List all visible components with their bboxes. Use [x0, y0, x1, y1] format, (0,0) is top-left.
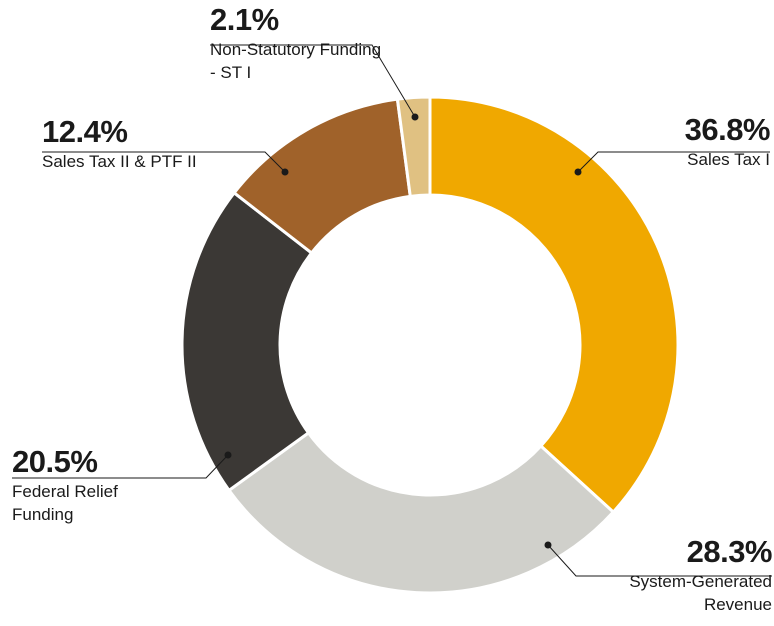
percent-label: 28.3% [686, 534, 773, 569]
donut-segment [428, 95, 680, 515]
category-label: Sales Tax I [687, 150, 770, 169]
donut-segment [395, 95, 432, 198]
leader-dot [544, 541, 552, 549]
leader-line [42, 151, 286, 173]
category-label: System-Generated Revenue [629, 572, 772, 614]
category-label: Federal Relief Funding [12, 482, 118, 524]
leader-line [12, 454, 229, 479]
category-label: Non-Statutory Funding - ST I [210, 40, 382, 82]
leader-dot [281, 168, 289, 176]
percent-label: 20.5% [12, 444, 98, 479]
category-label: Sales Tax II & PTF II [42, 152, 197, 171]
percent-label: 36.8% [684, 112, 771, 147]
segment-label: 20.5% Federal Relief Funding [12, 444, 137, 526]
segment-label: 36.8% Sales Tax I [550, 112, 771, 171]
leader-dot [224, 451, 232, 459]
donut-segment [180, 190, 314, 493]
leader-dot [411, 113, 419, 121]
leader-line [547, 544, 772, 577]
percent-label: 12.4% [42, 114, 128, 149]
segment-label: 12.4% Sales Tax II & PTF II [42, 114, 272, 173]
leader-line [577, 151, 770, 173]
segment-label: 2.1% Non-Statutory Funding - ST I [210, 2, 390, 84]
percent-label: 2.1% [210, 2, 279, 37]
leader-dot [574, 168, 582, 176]
donut-segment [226, 430, 616, 595]
leader-line [210, 44, 416, 118]
segment-label: 28.3% System-Generated Revenue [572, 534, 772, 616]
